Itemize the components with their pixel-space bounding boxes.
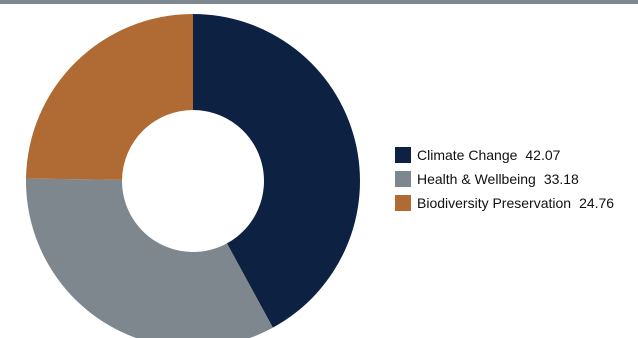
legend: Climate Change 42.07 Health & Wellbeing … <box>395 146 614 218</box>
slice-biodiversity-preservation[interactable] <box>26 14 194 180</box>
donut-slices <box>26 14 361 338</box>
legend-item-biodiversity-preservation[interactable]: Biodiversity Preservation 24.76 <box>395 194 614 212</box>
legend-item-health-wellbeing[interactable]: Health & Wellbeing 33.18 <box>395 170 614 188</box>
legend-label-climate-change: Climate Change <box>417 147 518 163</box>
top-divider <box>0 0 638 4</box>
slice-health-wellbeing[interactable] <box>26 178 273 338</box>
legend-label-biodiversity-preservation: Biodiversity Preservation <box>417 195 572 211</box>
legend-swatch-biodiversity-preservation <box>395 195 411 211</box>
legend-value-climate-change: 42.07 <box>525 147 561 163</box>
legend-swatch-health-wellbeing <box>395 171 411 187</box>
legend-swatch-climate-change <box>395 147 411 163</box>
legend-label-health-wellbeing: Health & Wellbeing <box>417 171 536 187</box>
legend-item-climate-change[interactable]: Climate Change 42.07 <box>395 146 614 164</box>
slice-climate-change[interactable] <box>193 14 361 328</box>
legend-value-health-wellbeing: 33.18 <box>543 171 579 187</box>
legend-value-biodiversity-preservation: 24.76 <box>579 195 615 211</box>
